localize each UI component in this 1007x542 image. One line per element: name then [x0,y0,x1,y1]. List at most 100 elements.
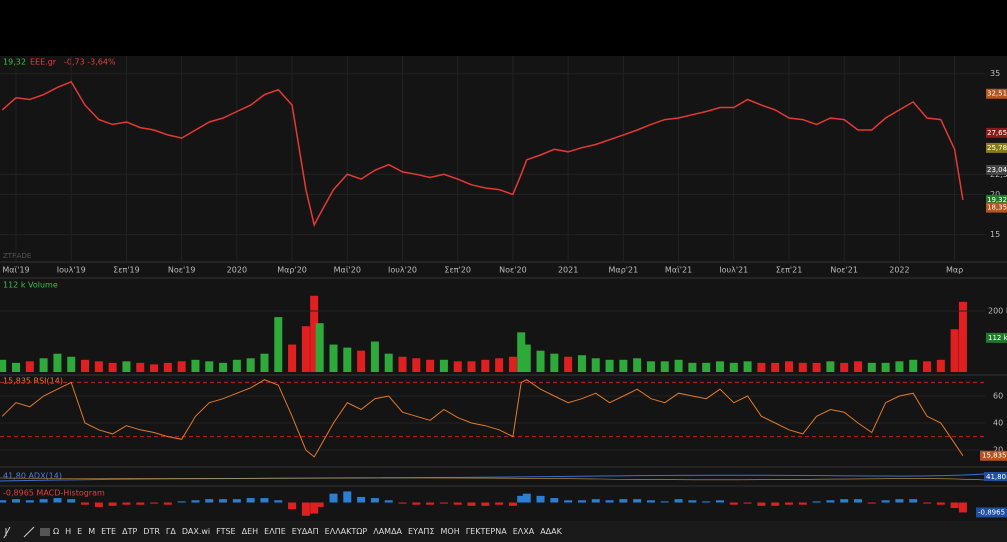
header-change: -0,73 -3,64% [64,58,116,67]
rsi-line [1,379,964,458]
volume-bar [150,364,159,372]
volume-bar [136,362,145,372]
volume-bar [923,361,932,372]
volume-bar [219,362,228,372]
toolbar-button[interactable]: ΓΕΚΤΕΡΝΑ [465,527,507,536]
toolbar-button[interactable]: ΕΛΛΑΚΤΩΡ [324,527,368,536]
macd-bar [826,500,835,503]
macd-bar [909,499,918,503]
macd-bar [439,502,448,504]
macd-marker [976,507,1007,518]
toolbar-button[interactable]: Ω [53,527,60,536]
x-tick-label: Νοε'19 [168,266,196,275]
macd-bar [329,493,338,503]
volume-bar [67,356,76,372]
volume-bar [688,362,697,372]
macd-bar [205,499,214,503]
macd-bar [453,502,462,505]
watermark: ZTRADE [3,252,31,260]
price-marker [986,194,1007,205]
toolbar-button[interactable]: ΜΟΗ [440,527,460,536]
macd-bar [343,491,352,503]
macd-bar [177,501,186,503]
price-marker-label: 19,32 [987,196,1007,204]
toolbar: Ω H E M ETE ΔΤΡ DTR ΓΔ DAX.wi FTSE ΔΕΗ ΕΛΠΕ ΕΥΔΑΠ ΕΛΛ… [0,521,1007,542]
volume-bar [370,341,379,372]
toolbar-button[interactable]: ΓΔ [165,527,176,536]
macd-bar [25,500,34,503]
macd-bar [895,499,904,503]
volume-bar [881,362,890,372]
macd-bar [426,502,435,505]
toolbar-button[interactable]: ΕΛΧΑ [512,527,535,536]
x-tick-label: Νοε'20 [499,266,527,275]
volume-title: 112 k Volume [3,281,58,290]
macd-bar [619,499,628,503]
x-tick-label: Μαϊ'19 [2,266,29,275]
macd-bar [958,502,967,513]
volume-bar [508,356,517,372]
volume-bar [591,358,600,372]
volume-bar [412,358,421,372]
x-tick-label: Μαρ'20 [277,266,307,275]
macd-bar [522,493,531,503]
toolbar-button[interactable]: ΔΤΡ [122,527,138,536]
volume-bar [729,362,738,372]
macd-title: -0,8965 MACD-Histogram [3,489,105,498]
toolbar-button[interactable]: DTR [143,527,160,536]
macd-bar [81,502,90,505]
macd-bar [517,495,526,503]
price-marker [986,127,1007,138]
volume-bar [163,362,172,372]
macd-bar [219,499,228,503]
toolbar-button[interactable]: H [65,527,72,536]
volume-bar [94,361,103,372]
volume-bar [357,350,366,372]
macd-bar [605,500,614,503]
toolbar-button[interactable]: E [77,527,83,536]
volume-bar [12,362,21,372]
y-tick-label: 60 [993,391,1003,400]
toolbar-button[interactable]: ΕΥΔΑΠ [291,527,319,536]
chart: 19,32 EEE.gr -0,73 -3,64% ZTRADE 112 k V… [0,56,1007,521]
volume-bar [310,295,319,372]
toolbar-button[interactable]: FTSE [216,527,236,536]
macd-bar [702,501,711,503]
rsi-marker [980,450,1007,461]
toolbar-button[interactable]: M [88,527,96,536]
toolbar-button[interactable]: ETE [101,527,117,536]
macd-bar [812,501,821,503]
price-marker [986,202,1007,213]
volume-bar [867,362,876,372]
macd-bar [136,502,145,505]
price-marker [986,142,1007,153]
volume-bar [122,361,131,372]
x-tick-label: Νοε'21 [830,266,858,275]
macd-bar [840,499,849,503]
toolbar-button[interactable]: ΑΔΑΚ [540,527,562,536]
macd-bar [550,498,559,503]
macd-bar [53,498,62,503]
macd-bar [784,502,793,505]
macd-bar [729,502,738,505]
toolbar-button[interactable]: DAX.wi [181,527,211,536]
macd-bar [577,500,586,503]
header-symbol: EEE.gr [30,58,57,67]
macd-bar [936,502,945,505]
macd-bar [301,502,310,516]
x-tick-label: 2020 [227,266,247,275]
volume-bar [53,353,62,372]
y-tick-label: 200 k [988,306,1007,315]
macd-bar [564,500,573,503]
macd-bar [232,499,241,503]
toolbar-button[interactable]: ΕΥΑΠΣ [408,527,435,536]
toolbar-button[interactable]: ΛΑΜΔΑ [373,527,403,536]
volume-bar [329,344,338,372]
x-tick-label: Σεπ'19 [113,266,140,275]
macd-bar [384,500,393,503]
macd-bar [688,500,697,503]
adx-di-line [0,477,986,481]
macd-bar [191,500,200,503]
toolbar-button[interactable]: ΔΕΗ [241,527,259,536]
toolbar-button[interactable]: ΕΛΠΕ [264,527,286,536]
